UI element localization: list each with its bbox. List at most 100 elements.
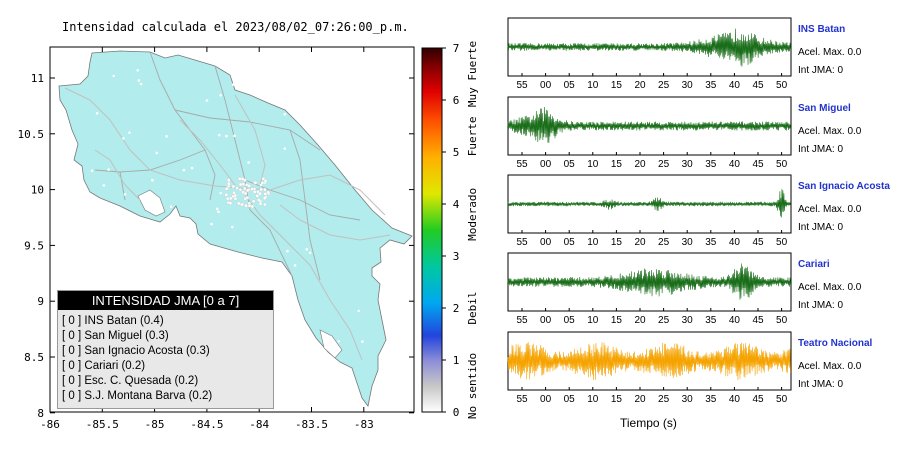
city-dot [233, 134, 236, 138]
city-dot [228, 201, 233, 205]
map-y-tick-label: 8.5 [24, 351, 44, 364]
waveform-trace [507, 28, 791, 67]
city-dot [247, 161, 250, 164]
waveform-tick-label: 00 [540, 80, 552, 91]
city-dot [261, 177, 266, 181]
waveform-tick-label: 35 [705, 80, 717, 91]
city-dot [224, 187, 229, 191]
map-x-tick-label: -83 [354, 418, 374, 431]
waveform-tick-label: 10 [587, 237, 599, 248]
map-title: Intensidad calculada el 2023/08/02_07:26… [62, 20, 409, 34]
city-dot [247, 203, 252, 208]
city-dot [139, 82, 143, 86]
city-dot [260, 181, 265, 185]
city-dot [280, 312, 283, 315]
legend-title: INTENSIDAD JMA [0 a 7] [58, 291, 273, 310]
city-dot [102, 184, 106, 187]
city-dot [258, 201, 263, 206]
legend-level: [ 0 ] [62, 330, 82, 342]
colorbar-tick-label: 6 [453, 94, 460, 107]
station-name: Cariari [798, 259, 830, 270]
waveform-tick-label: 55 [516, 80, 528, 91]
map-x-axis: -86 -85.5 -85 -84.5 -84 -83.5 -83 [40, 47, 374, 431]
station-accel: Acel. Max. 0.0 [798, 282, 862, 293]
legend-row: [ 0 ] San Ignacio Acosta (0.3) [62, 345, 210, 357]
map-x-tick-label: -83.5 [295, 418, 328, 431]
waveform-tick-label: 55 [516, 315, 528, 326]
waveform-tick-label: 30 [682, 394, 694, 405]
waveform-tick-label: 35 [705, 159, 717, 170]
waveform-tick-label: 10 [587, 394, 599, 405]
waveform-tick-label: 25 [658, 315, 670, 326]
city-dot [122, 137, 125, 140]
waveform-tick-label: 00 [540, 159, 552, 170]
waveform-tick-label: 25 [658, 237, 670, 248]
city-dot [259, 187, 263, 192]
waveform-tick-label: 40 [729, 394, 741, 405]
city-dot [348, 142, 352, 146]
city-dot [357, 309, 361, 313]
city-dot [269, 92, 273, 96]
waveform-tick-label: 25 [658, 394, 670, 405]
station-intensity: Int JMA: 0 [798, 379, 844, 390]
city-dot [133, 285, 136, 288]
waveform-tick-label: 35 [705, 237, 717, 248]
colorbar-tick-label: 4 [453, 198, 460, 211]
city-dot [215, 207, 219, 211]
city-dot [365, 121, 369, 125]
legend-level: [ 0 ] [62, 360, 82, 372]
colorbar-categories: No sentido Debil Moderado Fuerte Muy Fuerte [466, 41, 479, 419]
station-accel: Acel. Max. 0.0 [798, 126, 862, 137]
city-dot [361, 340, 364, 343]
road-network [64, 87, 391, 361]
colorbar-category-label: No sentido [466, 353, 479, 419]
waveform-tick-label: 05 [564, 237, 576, 248]
waveform-tick-label: 20 [634, 315, 646, 326]
legend-row: [ 0 ] INS Batan (0.4) [62, 315, 164, 327]
waveform-tick-label: 20 [634, 80, 646, 91]
city-dot [235, 186, 239, 190]
city-dot [230, 225, 234, 229]
waveform-tick-label: 20 [634, 159, 646, 170]
waveform-tick-label: 20 [634, 394, 646, 405]
city-dot [263, 179, 268, 183]
city-dot [155, 151, 159, 155]
legend-row: [ 0 ] San Miguel (0.3) [62, 330, 169, 342]
city-dot [219, 93, 222, 97]
waveform-tick-label: 35 [705, 315, 717, 326]
city-dot [95, 111, 99, 115]
city-dot [225, 197, 230, 201]
colorbar-category-label: Debil [466, 291, 479, 324]
city-dot [217, 210, 220, 214]
legend-station: Esc. C. Quesada (0.2) [84, 375, 199, 387]
city-dot [250, 187, 254, 191]
legend-station: INS Batan (0.4) [84, 315, 164, 327]
city-dot [308, 251, 312, 255]
city-dot [169, 205, 173, 209]
map-y-tick-label: 9 [37, 295, 44, 308]
city-dot [247, 184, 251, 188]
waveform-tick-label: 45 [752, 80, 764, 91]
waveform-tick-label: 15 [611, 315, 623, 326]
station-accel: Acel. Max. 0.0 [798, 361, 862, 372]
city-dot [91, 280, 94, 284]
waveform-tick-label: 05 [564, 80, 576, 91]
city-dot [107, 168, 110, 171]
waveform-tick-label: 05 [564, 394, 576, 405]
waveform-tick-label: 40 [729, 80, 741, 91]
waveform-tick-label: 40 [729, 237, 741, 248]
legend-level: [ 0 ] [62, 390, 82, 402]
city-dot [219, 191, 223, 195]
city-dot [228, 196, 233, 201]
city-dot [137, 79, 141, 82]
city-dot [171, 287, 174, 291]
city-dot [253, 180, 258, 185]
city-dot [151, 178, 154, 182]
costa-rica-landmass [58, 50, 413, 407]
city-dot [233, 193, 238, 198]
map-x-tick-label: -85 [145, 418, 165, 431]
station-name: Teatro Nacional [798, 338, 873, 349]
waveform-tick-label: 10 [587, 315, 599, 326]
city-dot [263, 187, 267, 192]
waveform-tick-label: 05 [564, 159, 576, 170]
